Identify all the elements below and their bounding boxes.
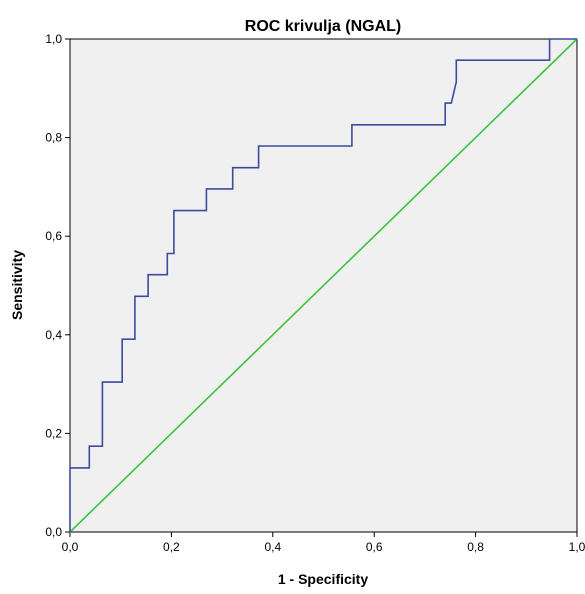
x-tick-label: 0,4 bbox=[264, 540, 281, 554]
x-axis-title: 1 - Specificity bbox=[278, 571, 368, 587]
x-tick-label: 0,6 bbox=[366, 540, 383, 554]
y-tick-label: 0,0 bbox=[45, 525, 62, 539]
y-tick-label: 1,0 bbox=[45, 32, 62, 46]
x-tick-label: 0,8 bbox=[467, 540, 484, 554]
chart-title: ROC krivulja (NGAL) bbox=[245, 18, 401, 35]
y-tick-label: 0,4 bbox=[45, 328, 62, 342]
y-tick-label: 0,6 bbox=[45, 229, 62, 243]
y-axis-title: Sensitivity bbox=[9, 250, 25, 320]
x-tick-label: 0,0 bbox=[62, 540, 79, 554]
y-tick-label: 0,2 bbox=[45, 426, 62, 440]
x-tick-label: 1,0 bbox=[569, 540, 585, 554]
x-tick-label: 0,2 bbox=[163, 540, 180, 554]
y-tick-label: 0,8 bbox=[45, 131, 62, 145]
